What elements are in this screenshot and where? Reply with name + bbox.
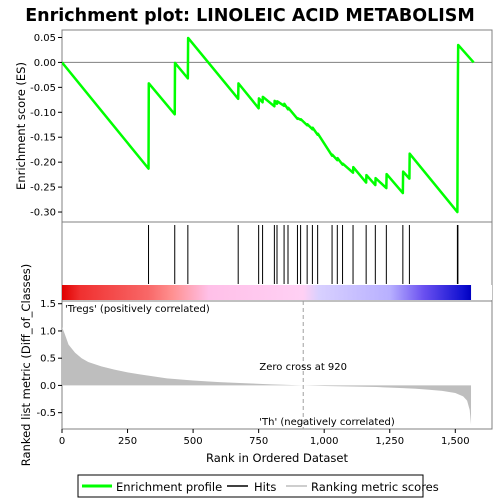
legend-item-ranking: Ranking metric scores: [286, 480, 439, 494]
ranking-y-tick-label: 1.0: [40, 326, 56, 337]
es-y-tick-label: -0.10: [30, 108, 56, 119]
es-y-axis-label: Enrichment score (ES): [14, 62, 28, 190]
x-tick-label: 750: [249, 436, 268, 447]
x-tick-label: 1,500: [441, 436, 470, 447]
x-tick-label: 250: [118, 436, 137, 447]
zero-cross-label: Zero cross at 920: [259, 362, 347, 373]
x-tick-label: 0: [59, 436, 65, 447]
es-y-ticks: 0.05 0.00 -0.05 -0.10 -0.15 -0.20 -0.25 -0.30: [30, 33, 62, 219]
es-y-tick-label: 0.00: [34, 58, 56, 69]
ranking-y-tick-label: -0.5: [36, 408, 56, 419]
x-tick-label: 1,250: [375, 436, 404, 447]
ranking-y-tick-label: 0.0: [40, 381, 56, 392]
rank-color-bar: [62, 285, 492, 300]
x-tick-label: 1,000: [310, 436, 339, 447]
ranking-y-tick-label: 1.5: [40, 299, 56, 310]
legend-label-hits: Hits: [254, 480, 276, 494]
ranking-panel-frame: [61, 300, 493, 430]
ranking-area-group: [62, 327, 472, 425]
legend-item-enrichment: Enrichment profile: [82, 480, 222, 494]
es-panel-frame: [61, 29, 493, 223]
legend-label-enrichment: Enrichment profile: [116, 480, 222, 494]
ranking-y-tick-label: 0.5: [40, 354, 56, 365]
es-y-tick-label: -0.05: [30, 83, 56, 94]
es-y-tick-label: -0.15: [30, 133, 56, 144]
legend-item-hits: Hits: [227, 480, 276, 494]
es-y-tick-label: 0.05: [34, 33, 56, 44]
x-tick-label: 500: [184, 436, 203, 447]
ranking-y-axis-label: Ranked list metric (Diff_of_Classes): [19, 264, 33, 466]
es-y-tick-label: -0.25: [30, 183, 56, 194]
legend-label-ranking: Ranking metric scores: [311, 480, 439, 494]
legend: Enrichment profile Hits Ranking metric s…: [77, 474, 439, 498]
enrichment-profile-line: [62, 36, 475, 214]
positive-class-label: 'Tregs' (positively correlated): [65, 304, 210, 315]
chart-title: Enrichment plot: LINOLEIC ACID METABOLIS…: [25, 6, 475, 26]
es-line-group: [62, 36, 475, 214]
ranking-metric-area: [62, 327, 472, 425]
hit-lines: [148, 225, 459, 284]
x-axis-label: Rank in Ordered Dataset: [206, 451, 349, 465]
negative-class-label: 'Th' (negatively correlated): [259, 417, 395, 428]
legend-frame: [77, 474, 424, 498]
es-y-tick-label: -0.20: [30, 158, 56, 169]
es-y-tick-label: -0.30: [30, 208, 56, 219]
ranking-panel: 1.5 1.0 0.5 0.0 -0.5 Zero cross at 920 'Treg…: [19, 264, 493, 466]
ranking-y-ticks: 1.5 1.0 0.5 0.0 -0.5: [36, 299, 62, 419]
es-panel: 0.05 0.00 -0.05 -0.10 -0.15 -0.20 -0.25 -0.30 E…: [14, 29, 493, 223]
hits-panel: [61, 221, 493, 302]
x-axis-ticks: 0 250 500 750 1,000 1,250 1,500: [59, 429, 470, 447]
